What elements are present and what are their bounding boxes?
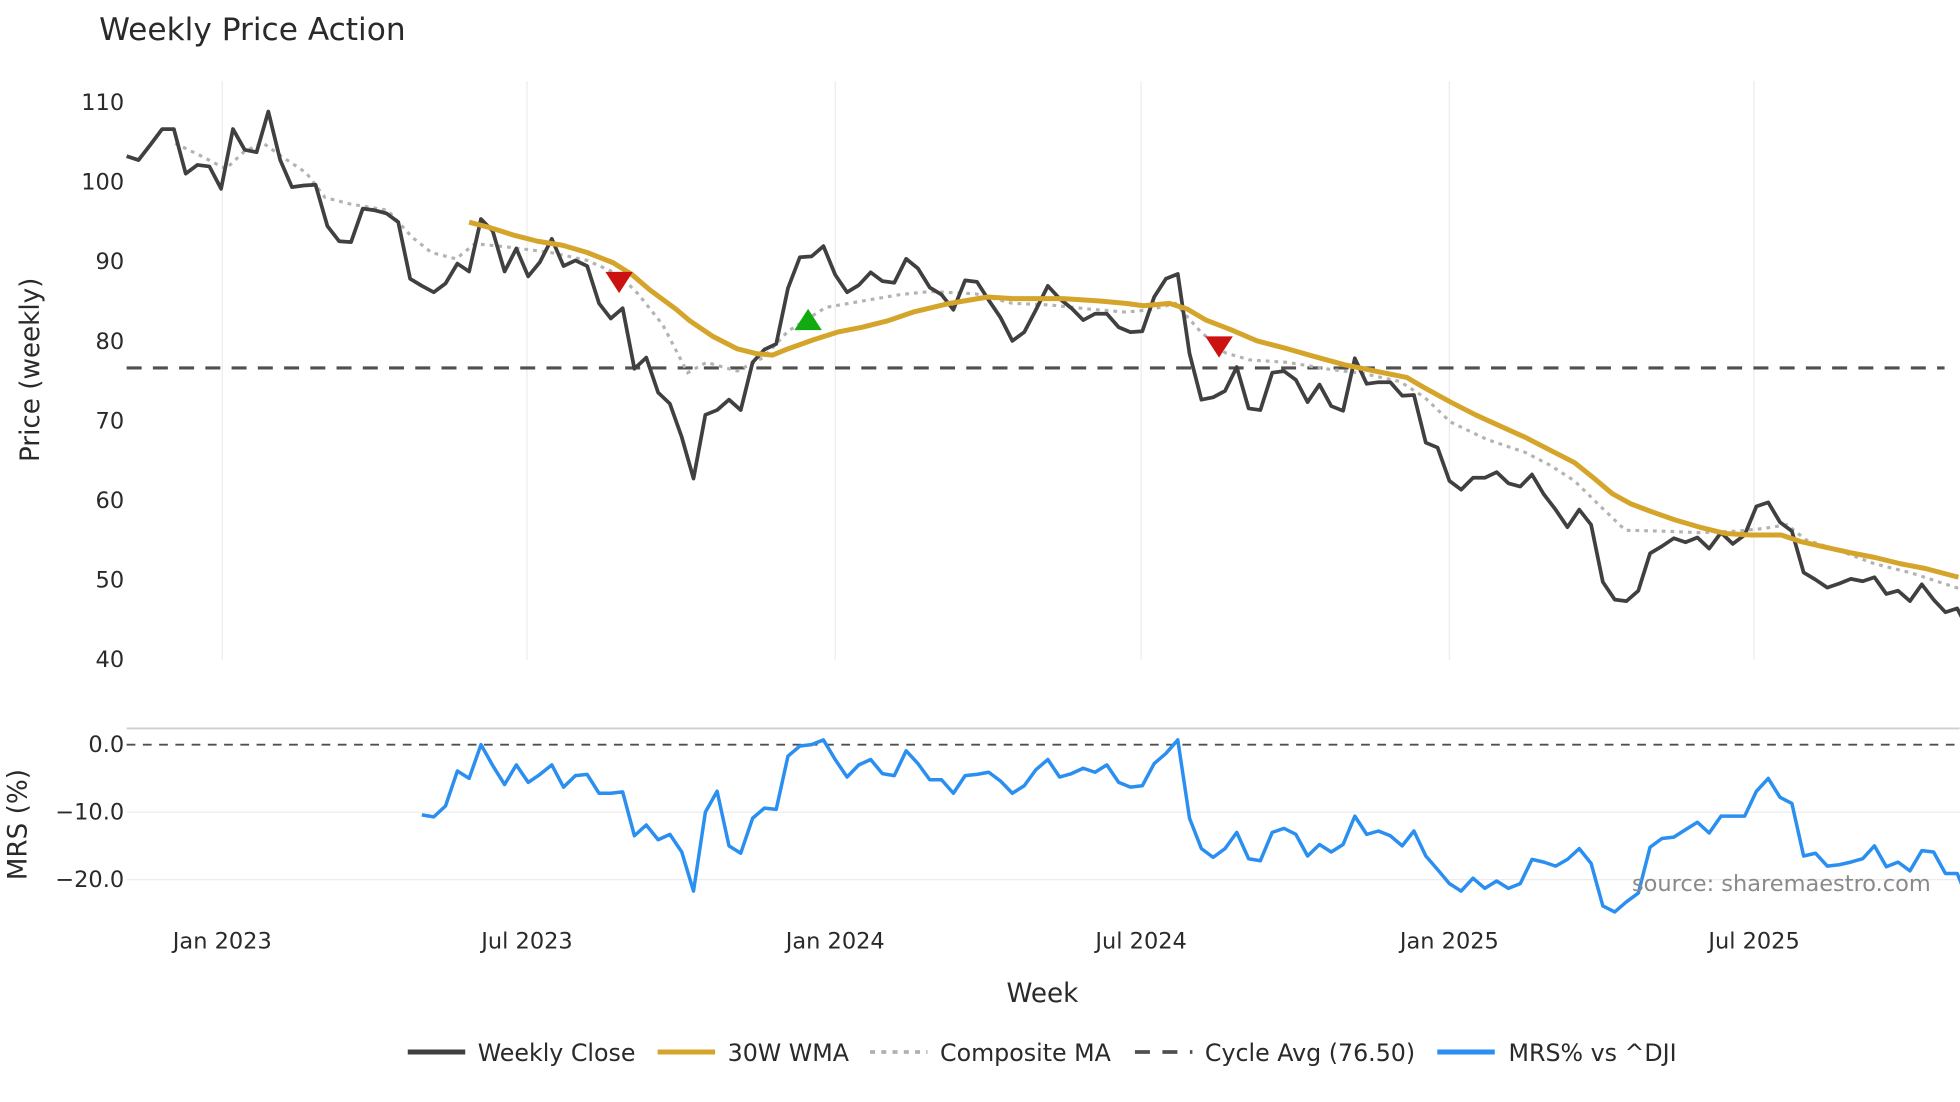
legend-label: Composite MA (940, 1039, 1112, 1067)
y-axis-label-price: Price (weekly) (16, 278, 46, 462)
legend-label: Cycle Avg (76.50) (1205, 1039, 1415, 1067)
composite-ma-line (174, 140, 1959, 590)
x-tick-label: Jan 2024 (784, 928, 885, 954)
mrs-line (421, 738, 1960, 914)
x-tick-label: Jul 2023 (479, 928, 572, 954)
buy-signal-marker (794, 308, 822, 331)
chart-title: Weekly Price Action (99, 12, 405, 48)
mrs-y-tick-label: −10.0 (55, 800, 124, 826)
y-axis-label-mrs: MRS (%) (4, 769, 34, 880)
x-tick-label: Jan 2023 (171, 928, 272, 954)
legend-label: 30W WMA (728, 1039, 850, 1067)
watermark: source: sharemaestro.com (1632, 871, 1931, 897)
legend-label: Weekly Close (478, 1039, 636, 1067)
mrs-y-tick-label: 0.0 (88, 732, 124, 758)
price-y-tick-label: 40 (96, 647, 125, 673)
legend-label: MRS% vs ^DJI (1509, 1039, 1677, 1067)
wma-30w-line (468, 219, 1960, 580)
price-y-tick-label: 60 (96, 488, 125, 514)
price-y-tick-label: 50 (96, 568, 125, 594)
price-y-tick-label: 90 (96, 249, 125, 275)
x-tick-label: Jul 2024 (1093, 928, 1186, 954)
price-y-tick-label: 80 (96, 329, 125, 355)
x-tick-label: Jul 2025 (1706, 928, 1799, 954)
legend: Weekly Close 30W WMA Composite MA Cycle Avg… (407, 1039, 1677, 1067)
mrs-y-tick-label: −20.0 (55, 867, 124, 893)
x-axis-label: Week (1007, 979, 1080, 1009)
price-y-tick-label: 100 (81, 170, 124, 196)
weekly-close-line (126, 109, 1960, 618)
sell-signal-marker (605, 271, 633, 294)
sell-signal-marker (1205, 336, 1233, 358)
price-y-tick-label: 70 (96, 408, 125, 434)
price-y-tick-label: 110 (81, 90, 124, 116)
x-tick-label: Jan 2025 (1398, 928, 1499, 954)
